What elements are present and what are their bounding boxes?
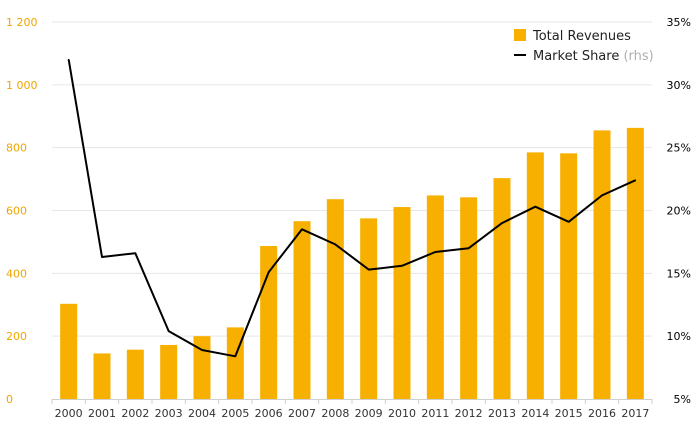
right-tick-label: 10% [667, 330, 691, 343]
x-tick-label: 2012 [455, 407, 483, 420]
left-tick-label: 200 [6, 330, 27, 343]
legend-label-market-share: Market Share (rhs) [533, 49, 654, 64]
x-tick-label: 2002 [121, 407, 149, 420]
market-share-point-2017 [634, 179, 637, 182]
bar-2003 [160, 344, 178, 399]
market-share-point-2009 [367, 268, 370, 271]
left-tick-label: 1 000 [6, 79, 38, 92]
bars [60, 127, 644, 399]
x-tick-label: 2007 [288, 407, 316, 420]
x-tick-label: 2004 [188, 407, 216, 420]
left-tick-label: 400 [6, 267, 27, 280]
bar-2000 [60, 303, 78, 399]
right-tick-label: 30% [667, 79, 691, 92]
line-series [67, 58, 637, 358]
market-share-point-2008 [334, 243, 337, 246]
market-share-point-2013 [501, 222, 503, 224]
market-share-point-2005 [234, 355, 237, 358]
bar-2006 [260, 246, 278, 399]
x-axis: 2000 2001 2002 2003 2004 2005 2006 2007 2008 2009… [51, 399, 653, 420]
market-share-point-2000 [67, 58, 70, 61]
market-share-point-2015 [567, 221, 570, 223]
right-tick-label: 25% [667, 142, 691, 155]
bar-2009 [360, 218, 378, 399]
legend: Total Revenues Market Share (rhs) [514, 29, 654, 64]
market-share-point-2012 [467, 247, 470, 249]
x-tick-label: 2016 [588, 407, 616, 420]
market-share-point-2010 [401, 264, 403, 267]
x-tick-label: 2017 [621, 407, 649, 420]
right-axis: 5% 10% 15% 20% 25% 30% 35% [667, 16, 691, 406]
bar-2012 [460, 197, 478, 399]
market-share-point-2002 [134, 252, 137, 255]
market-share-point-2014 [534, 205, 537, 208]
legend-label-total-revenues: Total Revenues [532, 29, 631, 44]
left-tick-label: 800 [6, 142, 27, 155]
x-tick-label: 2000 [55, 407, 83, 420]
bar-2010 [393, 207, 411, 399]
left-tick-label: 0 [6, 393, 13, 406]
x-tick-label: 2010 [388, 407, 416, 420]
x-tick-label: 2006 [255, 407, 283, 420]
x-tick-label: 2014 [521, 407, 549, 420]
right-tick-label: 20% [667, 205, 691, 218]
right-tick-label: 5% [674, 393, 691, 406]
market-share-point-2007 [301, 228, 303, 231]
legend-swatch-total-revenues [514, 29, 526, 41]
market-share-point-2001 [101, 256, 103, 258]
bar-2015 [560, 153, 578, 399]
right-tick-label: 35% [667, 16, 691, 29]
market-share-point-2003 [167, 330, 170, 332]
bar-2016 [593, 130, 611, 399]
left-tick-label: 600 [6, 205, 27, 218]
x-tick-label: 2001 [88, 407, 116, 420]
x-tick-label: 2013 [488, 407, 516, 420]
market-share-line [67, 59, 636, 358]
market-share-point-2004 [201, 349, 203, 351]
bar-2002 [126, 349, 144, 399]
x-tick-label: 2005 [221, 407, 249, 420]
bar-2014 [526, 152, 544, 399]
bar-2007 [293, 221, 311, 399]
x-tick-label: 2003 [155, 407, 183, 420]
market-share-point-2011 [434, 251, 437, 253]
right-tick-label: 15% [667, 267, 691, 280]
bar-2001 [93, 353, 111, 399]
bar-2008 [326, 199, 344, 399]
bar-2011 [426, 195, 444, 399]
grid [52, 21, 652, 337]
x-tick-label: 2015 [555, 407, 583, 420]
left-axis: 0 200 400 600 800 1 000 1 200 [6, 16, 38, 406]
market-share-point-2006 [267, 271, 270, 273]
market-share-point-2016 [601, 194, 603, 197]
bar-2005 [226, 327, 244, 399]
bar-2017 [626, 127, 644, 399]
left-tick-label: 1 200 [6, 16, 38, 29]
bar-2004 [193, 336, 211, 399]
x-tick-label: 2011 [421, 407, 449, 420]
bar-2013 [493, 178, 511, 399]
x-tick-label: 2008 [321, 407, 349, 420]
x-tick-label: 2009 [355, 407, 383, 420]
